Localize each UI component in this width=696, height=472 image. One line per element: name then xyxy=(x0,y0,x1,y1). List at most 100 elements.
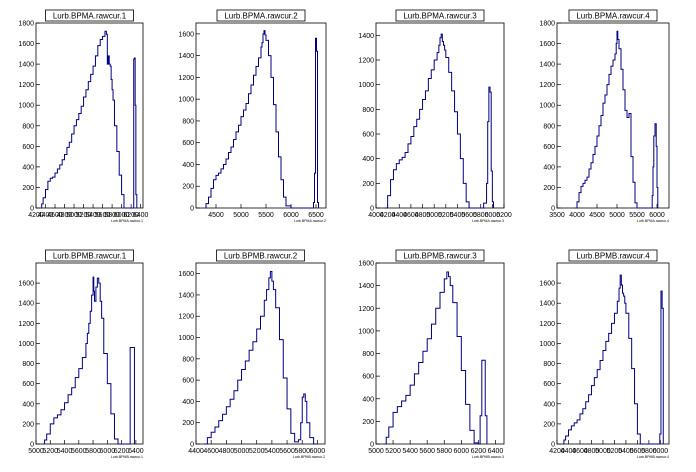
x-tick-label: 6000 xyxy=(649,212,665,219)
histogram-series xyxy=(205,30,319,209)
x-tick-label: 6000 xyxy=(114,212,130,219)
x-tick-label: 5400 xyxy=(618,448,634,455)
x-tick-label: 5600 xyxy=(630,448,646,455)
y-tick-label: 800 xyxy=(362,351,374,358)
x-axis-label: Lurb.BPMB.rawcur.1 xyxy=(111,455,143,459)
plot-frame xyxy=(35,262,144,445)
y-tick-label: 1000 xyxy=(178,335,194,342)
plot-title: Lurb.BPMB.rawcur.1 xyxy=(53,252,127,261)
y-tick-label: 1400 xyxy=(18,62,34,69)
x-tick-label: 5000 xyxy=(233,212,249,219)
x-tick-label: 5000 xyxy=(609,212,625,219)
histogram-series xyxy=(384,271,488,445)
x-tick-label: 4500 xyxy=(208,212,224,219)
x-tick-label: 5800 xyxy=(641,448,657,455)
y-tick-label: 600 xyxy=(182,140,194,147)
x-tick-label: 5200 xyxy=(438,212,454,219)
x-tick-label: 4200 xyxy=(28,212,44,219)
x-tick-label: 6400 xyxy=(133,212,149,219)
plot-frame xyxy=(375,262,505,445)
y-tick-label: 0 xyxy=(370,206,374,213)
x-tick-label: 5200 xyxy=(607,448,623,455)
x-tick-label: 6000 xyxy=(310,448,326,455)
plot-title: Lurb.BPMB.rawcur.2 xyxy=(224,252,298,261)
y-tick-label: 200 xyxy=(22,185,34,192)
x-tick-label: 6200 xyxy=(496,212,512,219)
x-axis-label: Lurb.BPMB.rawcur.4 xyxy=(637,455,669,459)
y-tick-label: 400 xyxy=(22,164,34,171)
y-tick-label: 200 xyxy=(182,420,194,427)
y-tick-label: 1000 xyxy=(358,328,374,335)
x-axis-label: Lurb.BPMA.rawcur.1 xyxy=(111,219,143,223)
y-tick-label: 600 xyxy=(182,378,194,385)
histogram-panel-5: Lurb.BPMB.rawcur.1 0 200 400 600 800 1000 1200 1… xyxy=(18,249,144,459)
x-tick-label: 5600 xyxy=(95,212,111,219)
x-tick-label: 4600 xyxy=(47,212,63,219)
x-tick-label: 5600 xyxy=(419,448,435,455)
y-tick-label: 200 xyxy=(362,181,374,188)
y-tick-label: 1000 xyxy=(18,341,34,348)
y-tick-label: 200 xyxy=(182,184,194,191)
y-tick-label: 400 xyxy=(362,156,374,163)
y-tick-label: 0 xyxy=(30,206,34,213)
histogram-panel-8: Lurb.BPMB.rawcur.4 0 200 400 600 800 1000 1200 1… xyxy=(539,249,670,459)
y-tick-label: 1400 xyxy=(178,53,194,60)
y-tick-label: 0 xyxy=(551,206,555,213)
x-tick-label: 5200 xyxy=(42,448,58,455)
histogram-panel-2: Lurb.BPMA.rawcur.2 0 200 400 600 800 1000 1200 1… xyxy=(178,9,327,223)
x-tick-label: 5600 xyxy=(279,448,295,455)
x-tick-label: 4600 xyxy=(203,448,219,455)
histogram-panel-7: Lurb.BPMB.rawcur.3 0 200 400 600 800 1000 1200 1… xyxy=(358,249,505,459)
x-tick-label: 5800 xyxy=(436,448,452,455)
y-tick-label: 1800 xyxy=(18,21,34,28)
title-box xyxy=(45,9,134,22)
x-axis-label: Lurb.BPMB.rawcur.2 xyxy=(293,455,325,459)
histogram-series xyxy=(575,30,659,209)
plot-frame xyxy=(375,22,505,209)
x-tick-label: 5500 xyxy=(258,212,274,219)
title-box xyxy=(568,9,658,22)
y-tick-label: 1400 xyxy=(539,62,555,69)
x-tick-label: 6200 xyxy=(114,448,130,455)
x-axis-label: Lurb.BPMA.rawcur.3 xyxy=(472,219,504,223)
x-tick-label: 5400 xyxy=(57,448,73,455)
y-tick-label: 1600 xyxy=(358,261,374,268)
y-tick-label: 1600 xyxy=(539,41,555,48)
x-tick-label: 5000 xyxy=(368,448,384,455)
y-tick-label: 1400 xyxy=(178,292,194,299)
y-tick-label: 200 xyxy=(543,421,555,428)
y-tick-label: 200 xyxy=(543,185,555,192)
y-tick-label: 1200 xyxy=(539,321,555,328)
y-tick-label: 1000 xyxy=(539,341,555,348)
y-tick-label: 1200 xyxy=(178,314,194,321)
x-axis-label: Lurb.BPMA.rawcur.4 xyxy=(637,219,669,223)
histogram-panel-1: Lurb.BPMA.rawcur.1 0 200 400 600 800 1000 1200 1… xyxy=(18,9,149,223)
title-box xyxy=(395,9,485,22)
x-tick-label: 4400 xyxy=(391,212,407,219)
x-tick-label: 6400 xyxy=(128,448,144,455)
x-tick-label: 5800 xyxy=(473,212,489,219)
y-tick-label: 0 xyxy=(30,442,34,449)
y-tick-label: 400 xyxy=(543,401,555,408)
title-box xyxy=(395,249,485,262)
y-tick-label: 600 xyxy=(362,132,374,139)
plot-frame xyxy=(195,262,326,445)
histogram-series xyxy=(203,271,318,445)
y-tick-label: 200 xyxy=(362,419,374,426)
y-tick-label: 800 xyxy=(182,356,194,363)
y-tick-label: 600 xyxy=(543,144,555,151)
x-tick-label: 6200 xyxy=(471,448,487,455)
y-tick-label: 800 xyxy=(22,361,34,368)
plot-title: Lurb.BPMA.rawcur.4 xyxy=(576,12,650,21)
y-tick-label: 400 xyxy=(22,401,34,408)
x-tick-label: 5400 xyxy=(450,212,466,219)
y-tick-label: 800 xyxy=(182,118,194,125)
x-tick-label: 4500 xyxy=(589,212,605,219)
histogram-panel-4: Lurb.BPMA.rawcur.4 0 200 400 600 800 1000 1200 1… xyxy=(539,9,670,223)
y-tick-label: 1600 xyxy=(178,31,194,38)
y-tick-label: 1600 xyxy=(178,271,194,278)
y-tick-label: 1200 xyxy=(18,321,34,328)
y-tick-label: 600 xyxy=(362,374,374,381)
plot-title: Lurb.BPMA.rawcur.1 xyxy=(53,12,127,21)
